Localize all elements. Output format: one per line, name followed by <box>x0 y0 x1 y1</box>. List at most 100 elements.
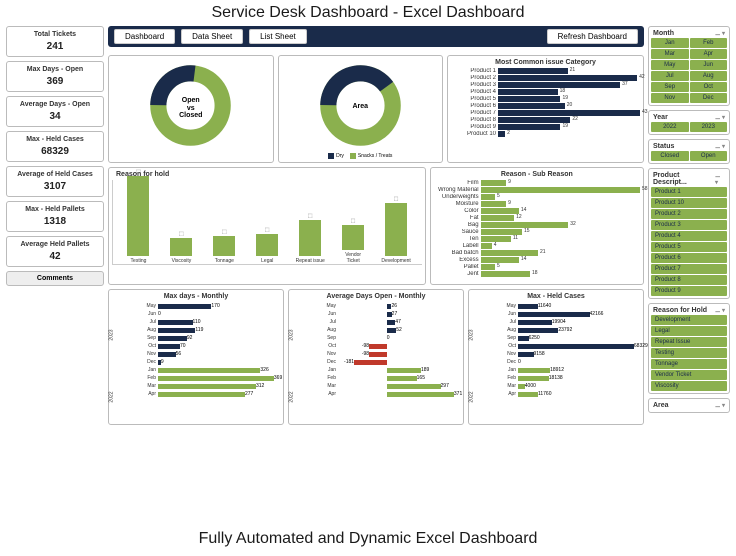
kpi-column: Total Tickets241 Max Days - Open 369 Averag… <box>6 26 104 526</box>
issue-category-panel: Most Common issue Category Product 121Pr… <box>447 55 644 163</box>
kpi-card: Max Days - Open 369 <box>6 61 104 92</box>
area-slicer: Area⚊ ▾ <box>648 398 730 413</box>
monthly-row: Apr277 <box>140 390 280 398</box>
filter-icon[interactable]: ⚊ ▾ <box>715 402 725 409</box>
slicer-item[interactable]: Jan <box>651 38 689 48</box>
data-sheet-tab[interactable]: Data Sheet <box>181 29 243 44</box>
monthly-row: Mar4000 <box>500 382 640 390</box>
monthly-row: May11640 <box>500 302 640 310</box>
hbar-row: Product 919 <box>451 124 640 130</box>
dashboard-tab[interactable]: Dashboard <box>114 29 175 44</box>
slicer-item[interactable]: Product 3 <box>651 220 727 230</box>
slicer-item[interactable]: 2023 <box>690 122 728 132</box>
monthly-max-panel: Max days - Monthly 2023 2022 May170Jun0J… <box>108 289 284 425</box>
comments-box[interactable]: Comments <box>6 271 104 286</box>
page-title: Service Desk Dashboard - Excel Dashboard <box>0 0 736 26</box>
hbar-row: Product 743 <box>451 110 640 116</box>
monthly-row: Sep92 <box>140 334 280 342</box>
slicer-item[interactable]: Aug <box>690 71 728 81</box>
status-slicer: Status⚊ ▾ ClosedOpen <box>648 139 730 164</box>
monthly-row: Mar297 <box>320 382 460 390</box>
filter-icon[interactable]: ⚊ ▾ <box>715 114 725 121</box>
slicer-item[interactable]: Vendor Ticket <box>651 370 727 380</box>
slicer-item[interactable]: Jul <box>651 71 689 81</box>
slicer-item[interactable]: Product 5 <box>651 242 727 252</box>
slicer-item[interactable]: Dec <box>690 93 728 103</box>
slicer-item[interactable]: Oct <box>690 82 728 92</box>
slicer-item[interactable]: Closed <box>651 151 689 161</box>
slicer-item[interactable]: May <box>651 60 689 70</box>
monthly-row: Jun27 <box>320 310 460 318</box>
slicer-item[interactable]: Product 8 <box>651 275 727 285</box>
slicer-item[interactable]: Legal <box>651 326 727 336</box>
monthly-row: Sep0 <box>320 334 460 342</box>
monthly-row: Aug119 <box>140 326 280 334</box>
slicer-column: Month⚊ ▾ JanFebMarAprMayJunJulAugSepOctN… <box>648 26 730 526</box>
nav-bar: Dashboard Data Sheet List Sheet Refresh … <box>108 26 644 47</box>
product-slicer: Product Descript...⚊ ▾ Product 1Product … <box>648 168 730 299</box>
slicer-item[interactable]: Feb <box>690 38 728 48</box>
dashboard-body: Total Tickets241 Max Days - Open 369 Averag… <box>0 26 736 526</box>
filter-icon[interactable]: ⚊ ▾ <box>715 143 725 150</box>
slicer-item[interactable]: Apr <box>690 49 728 59</box>
hbar-row: Product 242 <box>451 75 640 81</box>
slicer-item[interactable]: Product 9 <box>651 286 727 296</box>
kpi-card: Max - Held Cases68329 <box>6 131 104 162</box>
vbar: ⬚Repeat issue <box>295 213 325 264</box>
monthly-row: Jul110 <box>140 318 280 326</box>
monthly-row: Aug52 <box>320 326 460 334</box>
hbar-row: Color14 <box>434 208 640 214</box>
refresh-button[interactable]: Refresh Dashboard <box>547 29 638 44</box>
filter-icon[interactable]: ⚊ ▾ <box>715 307 725 314</box>
kpi-card: Average Held Pallets42 <box>6 236 104 267</box>
monthly-row: Apr371 <box>320 390 460 398</box>
slicer-item[interactable]: Nov <box>651 93 689 103</box>
hbar-row: Jent18 <box>434 271 640 277</box>
slicer-item[interactable]: Tonnage <box>651 359 727 369</box>
kpi-card: Average of Held Cases3107 <box>6 166 104 197</box>
slicer-item[interactable]: Repeat Issue <box>651 337 727 347</box>
slicer-item[interactable]: Product 1 <box>651 187 727 197</box>
sub-reason-panel: Reason - Sub Reason Film9Wrong Material5… <box>430 167 644 285</box>
slicer-item[interactable]: Product 6 <box>651 253 727 263</box>
monthly-row: Oct-98 <box>320 342 460 350</box>
monthly-row: Jan189 <box>320 366 460 374</box>
slicer-item[interactable]: Mar <box>651 49 689 59</box>
monthly-row: Mar312 <box>140 382 280 390</box>
kpi-value: 369 <box>9 76 101 87</box>
hbar-row: Bag32 <box>434 222 640 228</box>
monthly-row: Jul19904 <box>500 318 640 326</box>
slicer-item[interactable]: 2022 <box>651 122 689 132</box>
hbar-row: Moisture9 <box>434 201 640 207</box>
hbar-row: Underweights5 <box>434 194 640 200</box>
hbar-row: Product 121 <box>451 68 640 74</box>
vbar: ⬚Viscosity <box>166 231 196 264</box>
hbar-row: Film9 <box>434 180 640 186</box>
slicer-item[interactable]: Viscosity <box>651 381 727 391</box>
monthly-row: Dec-181 <box>320 358 460 366</box>
slicer-item[interactable]: Product 7 <box>651 264 727 274</box>
month-slicer: Month⚊ ▾ JanFebMarAprMayJunJulAugSepOctN… <box>648 26 730 106</box>
vbar: ⬚Testing <box>123 169 153 264</box>
slicer-item[interactable]: Open <box>690 151 728 161</box>
slicer-item[interactable]: Development <box>651 315 727 325</box>
list-sheet-tab[interactable]: List Sheet <box>249 29 307 44</box>
slicer-item[interactable]: Product 2 <box>651 209 727 219</box>
kpi-card: Total Tickets241 <box>6 26 104 57</box>
slicer-item[interactable]: Product 10 <box>651 198 727 208</box>
filter-icon[interactable]: ⚊ ▾ <box>715 172 725 186</box>
monthly-row: Feb369 <box>140 374 280 382</box>
monthly-row: Feb165 <box>320 374 460 382</box>
kpi-label: Average Held Pallets <box>9 241 101 248</box>
slicer-item[interactable]: Jun <box>690 60 728 70</box>
hbar-row: Product 418 <box>451 89 640 95</box>
filter-icon[interactable]: ⚊ ▾ <box>715 30 725 37</box>
kpi-label: Total Tickets <box>9 31 101 38</box>
vbar: ⬚Tonnage <box>209 229 239 264</box>
kpi-label: Max Days - Open <box>9 66 101 73</box>
hbar-row: Fat12 <box>434 215 640 221</box>
slicer-item[interactable]: Testing <box>651 348 727 358</box>
slicer-item[interactable]: Product 4 <box>651 231 727 241</box>
reason-slicer: Reason for Hold⚊ ▾ DevelopmentLegalRepea… <box>648 303 730 394</box>
slicer-item[interactable]: Sep <box>651 82 689 92</box>
